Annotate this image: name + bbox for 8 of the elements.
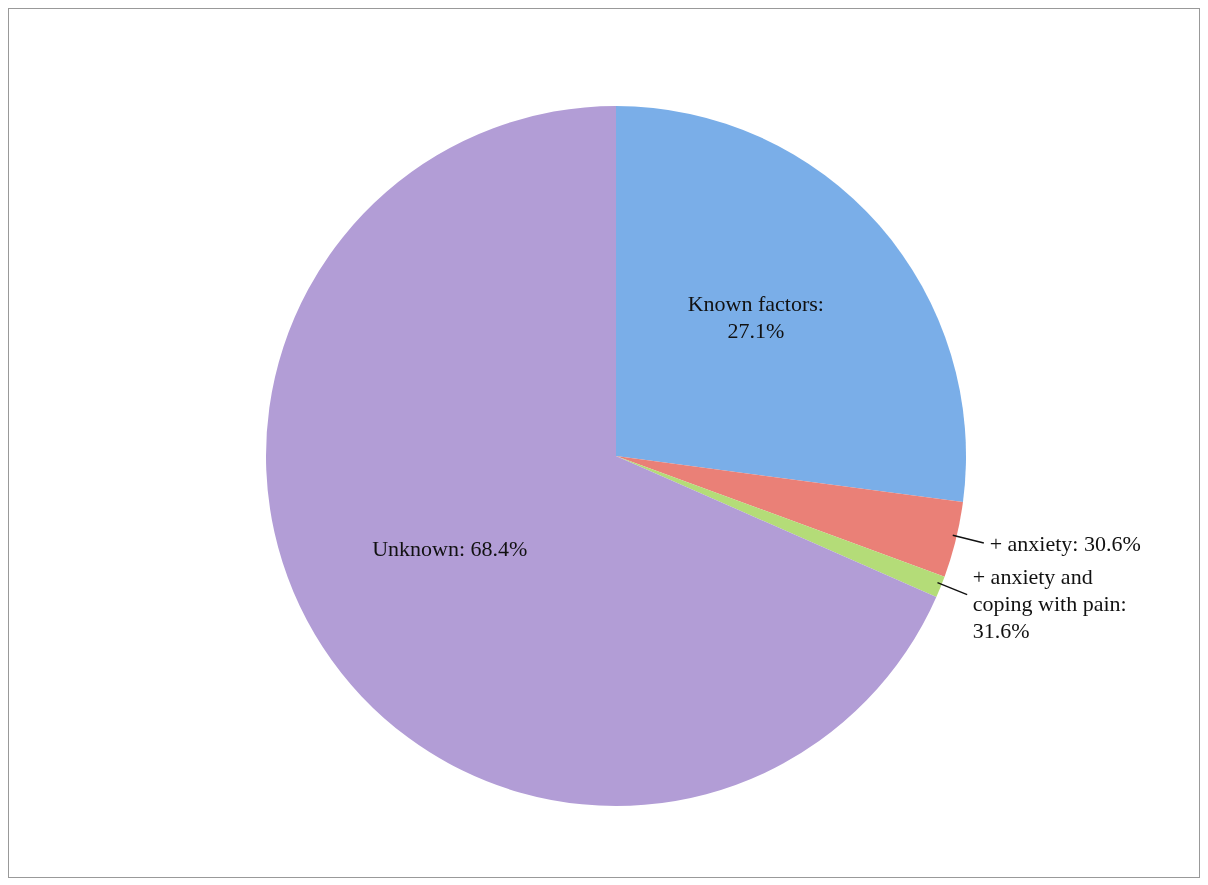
pie-slice xyxy=(266,106,937,806)
slice-label: Known factors: 27.1% xyxy=(687,291,824,344)
slice-label: + anxiety: 30.6% xyxy=(989,531,1141,557)
slice-label: + anxiety and coping with pain: 31.6% xyxy=(972,563,1127,643)
pie-slice xyxy=(616,106,966,503)
pie-slice xyxy=(616,456,963,577)
pie-slice xyxy=(616,456,945,598)
slice-label: Unknown: 68.4% xyxy=(372,536,528,562)
